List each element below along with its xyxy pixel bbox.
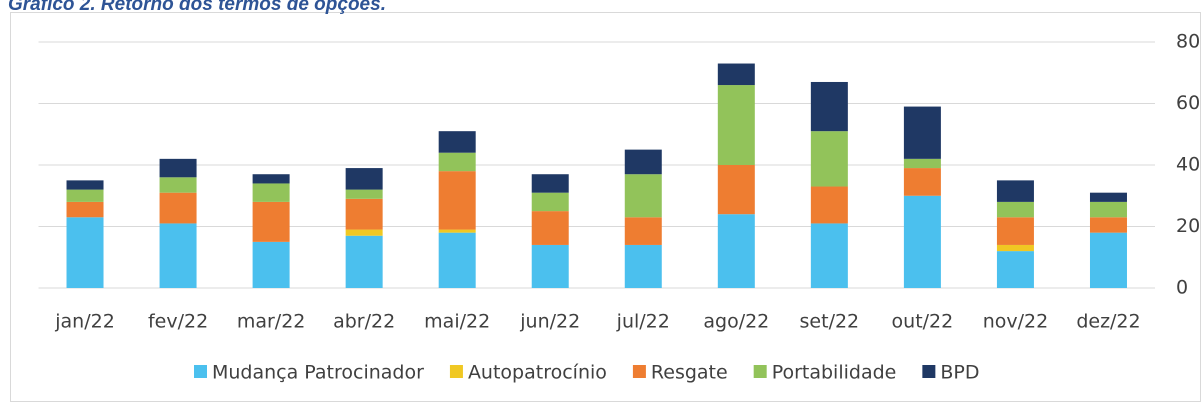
bar-segment	[438, 232, 476, 288]
bar-segment	[810, 81, 848, 132]
legend-swatch	[449, 365, 463, 378]
bar-segment	[1089, 232, 1127, 288]
legend-swatch	[922, 365, 936, 378]
x-tick-label: mar/22	[237, 311, 306, 333]
bar-segment	[996, 201, 1034, 218]
bar-segment	[252, 174, 290, 184]
bar-segment	[66, 201, 104, 218]
y-tick-label: 20	[1176, 215, 1200, 237]
x-tick-label: mai/22	[424, 311, 490, 333]
bar-segment	[345, 189, 383, 199]
bar-segment	[903, 106, 941, 159]
chart-frame	[10, 12, 1201, 402]
bar-segment	[810, 223, 848, 288]
bar-segment	[903, 168, 941, 196]
bar-segment	[531, 174, 569, 193]
bar-segment	[624, 217, 662, 245]
bar-segment	[810, 186, 848, 224]
bar-segment	[717, 214, 755, 288]
bar-segment	[1089, 201, 1127, 218]
bar-segment	[345, 198, 383, 230]
bar-segment	[66, 180, 104, 190]
x-tick-label: nov/22	[983, 311, 1049, 333]
bar-segment	[159, 177, 197, 193]
bar-segment	[717, 63, 755, 86]
bar-segment	[810, 131, 848, 187]
bar-segment	[996, 217, 1034, 245]
bar-segment	[996, 244, 1034, 252]
bar-segment	[159, 158, 197, 178]
bar-segment	[345, 168, 383, 190]
legend-label: Mudança Patrocinador	[212, 362, 424, 384]
bar-segment	[1089, 192, 1127, 202]
bar-segment	[345, 235, 383, 288]
x-tick-label: jul/22	[616, 311, 670, 333]
x-tick-label: out/22	[892, 311, 954, 333]
x-tick-label: jun/22	[519, 311, 580, 333]
bar-segment	[717, 85, 755, 165]
bar-segment	[252, 201, 290, 242]
x-tick-label: set/22	[800, 311, 860, 333]
bar-segment	[252, 241, 290, 288]
bar-segment	[66, 189, 104, 202]
bar-segment	[1089, 217, 1127, 233]
bar-segment	[438, 152, 476, 172]
x-tick-label: abr/22	[333, 311, 395, 333]
bar-segment	[438, 131, 476, 153]
y-tick-label: 60	[1176, 92, 1200, 114]
bar-segment	[345, 229, 383, 236]
bar-segment	[159, 192, 197, 224]
bar-segment	[66, 217, 104, 288]
bar-segment	[717, 165, 755, 215]
bar-segment	[624, 174, 662, 218]
bar-segment	[438, 229, 476, 233]
bar-segment	[531, 192, 569, 212]
bar-segment	[903, 195, 941, 288]
y-tick-label: 40	[1176, 154, 1200, 176]
legend-label: Resgate	[651, 362, 728, 384]
legend-label: Portabilidade	[772, 362, 897, 384]
x-tick-label: jan/22	[54, 311, 115, 333]
bar-segment	[624, 149, 662, 175]
y-tick-label: 0	[1176, 277, 1188, 299]
bar-segment	[438, 171, 476, 230]
bar-segment	[531, 244, 569, 288]
bar-segment	[252, 183, 290, 202]
legend-label: Autopatrocínio	[468, 362, 607, 384]
legend-swatch	[194, 365, 207, 378]
legend-swatch	[632, 365, 646, 378]
bar-segment	[996, 180, 1034, 202]
bar-segment	[531, 211, 569, 245]
y-tick-label: 80	[1176, 31, 1200, 53]
legend-label: BPD	[940, 362, 979, 384]
chart-title: Gráfico 2. Retorno dos termos de opções.	[8, 0, 386, 15]
legend-swatch	[753, 365, 767, 378]
bar-segment	[996, 251, 1034, 288]
bar-segment	[624, 244, 662, 288]
bar-segment	[159, 223, 197, 288]
bar-segment	[903, 158, 941, 169]
x-tick-label: fev/22	[148, 311, 208, 333]
x-tick-label: ago/22	[703, 311, 769, 333]
x-tick-label: dez/22	[1076, 311, 1140, 333]
